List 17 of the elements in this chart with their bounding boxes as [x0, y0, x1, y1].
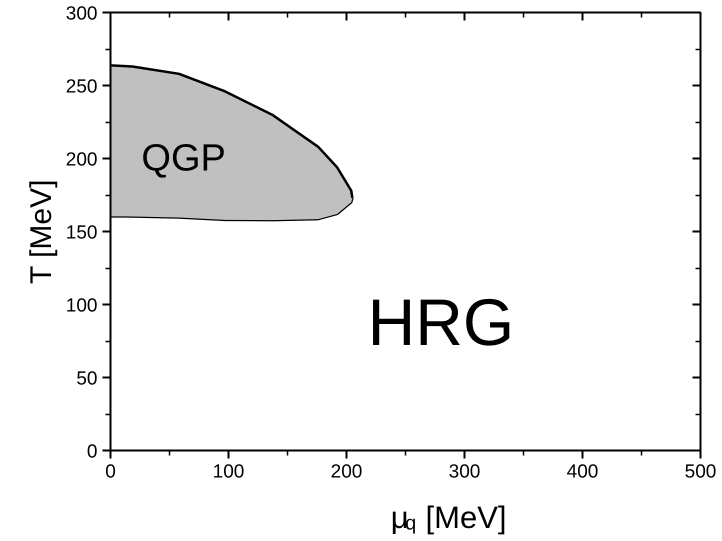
annotation: QGP	[141, 137, 226, 180]
x-tick-label: 300	[448, 462, 480, 482]
y-axis-title: T [MeV]	[24, 180, 58, 284]
x-tick-label: 400	[566, 462, 598, 482]
x-tick-label: 0	[105, 462, 116, 482]
y-tick-label: 200	[66, 150, 98, 170]
annotation: HRG	[368, 285, 514, 360]
y-tick-label: 50	[76, 368, 98, 390]
y-tick-label: 0	[86, 442, 98, 462]
x-tick-label: 200	[330, 462, 362, 482]
y-tick-label: 300	[66, 4, 98, 24]
x-tick-label: 100	[212, 462, 244, 482]
y-tick-label: 100	[66, 296, 98, 316]
y-tick-label: 250	[66, 76, 98, 98]
x-axis-title: μq [MeV]	[390, 500, 506, 535]
x-tick-label: 500	[684, 462, 716, 482]
y-tick-label: 150	[66, 222, 98, 244]
